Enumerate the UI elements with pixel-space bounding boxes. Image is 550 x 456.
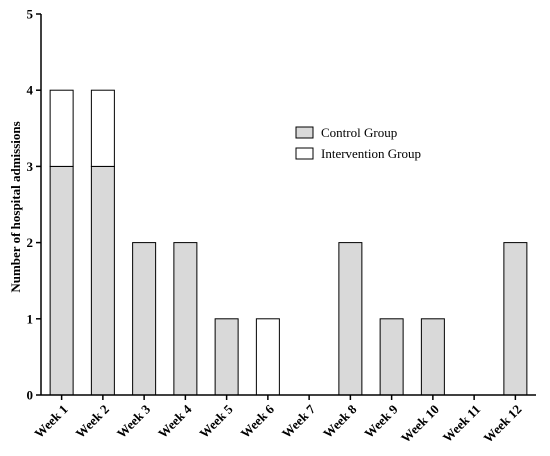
legend-swatch-intervention: [295, 147, 314, 160]
x-tick-label: Week 7: [279, 401, 319, 441]
bar-control-5: [214, 318, 239, 396]
x-tick-label: Week 8: [320, 401, 360, 441]
bar-control-10: [420, 318, 445, 396]
bar-intervention-1: [49, 89, 74, 167]
x-tick-label: Week 5: [196, 401, 236, 441]
y-tick-label: 3: [27, 159, 34, 174]
bar-control-4: [173, 242, 198, 396]
bar-intervention-2: [90, 89, 115, 167]
axes-layer: [40, 14, 536, 396]
y-tick-label: 0: [27, 388, 34, 403]
legend-label-intervention: Intervention Group: [321, 146, 421, 161]
x-tick-label: Week 4: [155, 401, 195, 441]
bar-control-3: [132, 242, 157, 396]
x-tick-label: Week 11: [440, 402, 484, 446]
bar-control-2: [90, 165, 115, 396]
x-tick-label: Week 9: [361, 401, 401, 441]
legend-swatch-control: [295, 126, 314, 139]
x-tick-label: Week 6: [238, 401, 278, 441]
bar-control-12: [503, 242, 528, 396]
legend: Control Group Intervention Group: [295, 125, 421, 161]
x-tick-label: Week 10: [398, 402, 442, 446]
x-ticks: Week 1 Week 2 Week 3 Week 4 Week 5 Week 6 Week…: [31, 395, 524, 446]
bar-control-8: [338, 242, 363, 396]
x-tick-label: Week 1: [31, 402, 70, 441]
y-tick-label: 1: [27, 311, 34, 326]
bar-control-9: [379, 318, 404, 396]
x-tick-label: Week 12: [480, 402, 524, 446]
bar-intervention-6: [255, 318, 280, 396]
y-tick-label: 2: [27, 235, 34, 250]
y-tick-label: 5: [27, 7, 34, 22]
y-tick-label: 4: [27, 83, 34, 98]
bar-control-1: [49, 165, 74, 396]
legend-label-control: Control Group: [321, 125, 397, 140]
bars-layer: [49, 89, 528, 396]
x-tick-label: Week 3: [114, 401, 154, 441]
x-tick-label: Week 2: [73, 402, 112, 441]
y-ticks: 0 1 2 3 4 5: [27, 7, 41, 403]
y-axis-title: Number of hospital admissions: [8, 121, 23, 292]
